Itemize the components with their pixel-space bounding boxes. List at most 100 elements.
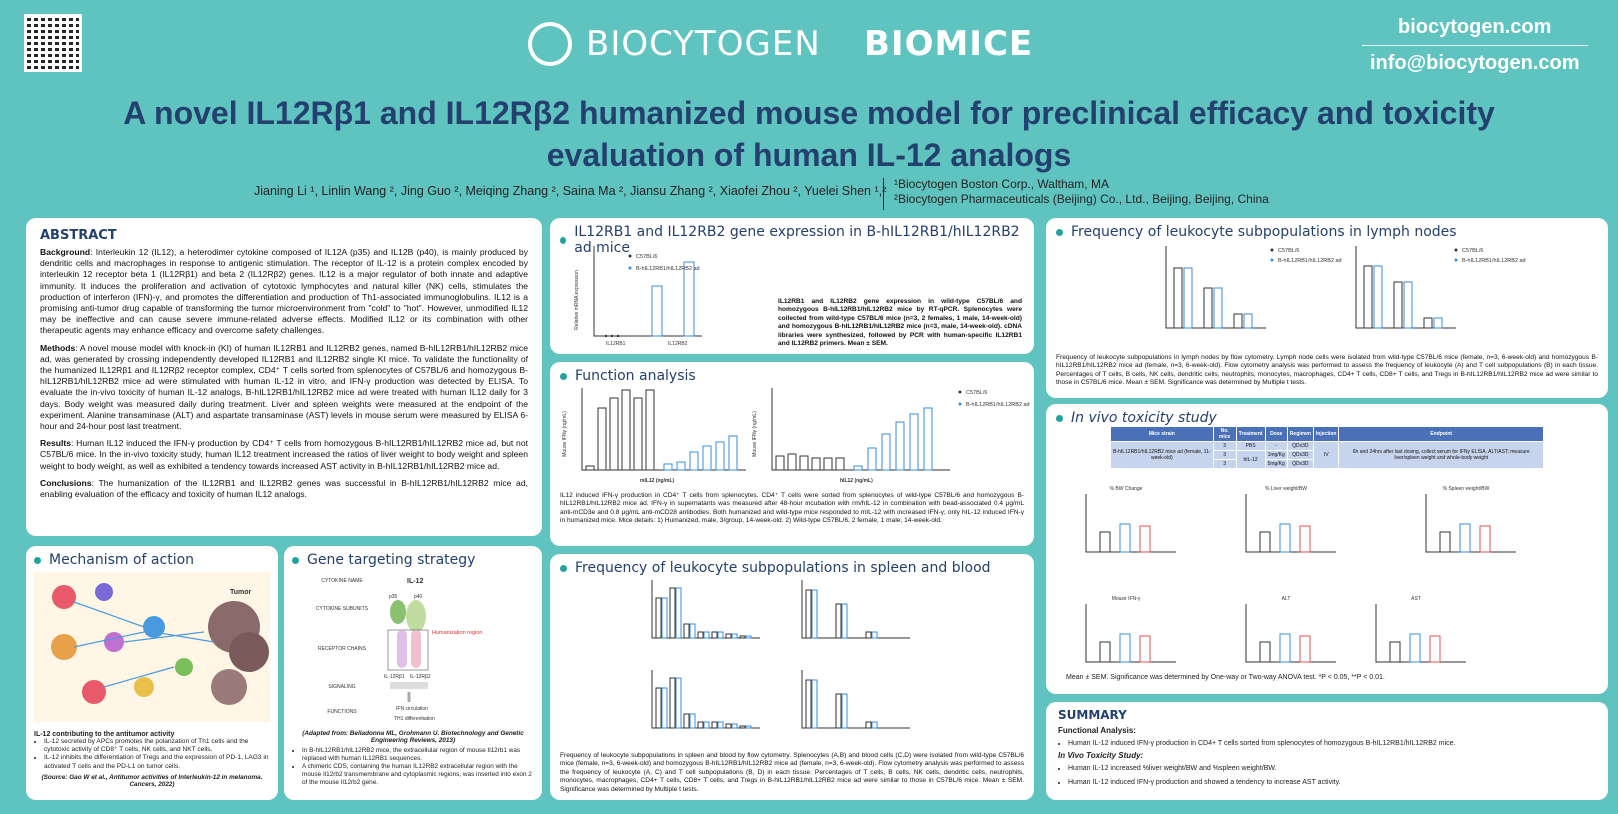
mechanism-diagram: Tumor	[34, 572, 270, 722]
function-bar	[823, 457, 833, 471]
svg-text:IL12RB1: IL12RB1	[606, 341, 626, 347]
svg-text:Humanization region: Humanization region	[432, 630, 482, 636]
svg-text:SIGNALING: SIGNALING	[328, 684, 355, 690]
spleen-blood-bar	[661, 597, 668, 639]
function-bar	[702, 445, 712, 471]
function-bar	[609, 397, 619, 471]
toxicity-bar	[1459, 523, 1471, 553]
svg-text:IL-12Rβ2: IL-12Rβ2	[410, 674, 431, 680]
spleen-blood-bar	[865, 721, 872, 729]
toxicity-bar	[1139, 525, 1151, 553]
svg-text:B-hIL12RB1/hIL12RB2 ad: B-hIL12RB1/hIL12RB2 ad	[1462, 258, 1526, 264]
poster-title: A novel IL12Rβ1 and IL12Rβ2 humanized mo…	[0, 92, 1618, 176]
svg-text:B-hIL12RB1/hIL12RB2 ad: B-hIL12RB1/hIL12RB2 ad	[636, 266, 700, 272]
toxicity-chart-title: % Spleen weight/BW	[1443, 486, 1490, 492]
gene-targeting-diagram: CYTOKINE NAME IL-12 CYTOKINE SUBUNITS p3…	[316, 578, 483, 722]
toxicity-bar	[1299, 635, 1311, 663]
abstract-results: Results: Human IL12 induced the IFN-γ pr…	[40, 438, 528, 471]
function-bar	[881, 433, 891, 471]
summary-functional-1: Human IL-12 induced IFN-γ production in …	[1068, 739, 1596, 748]
function-bar	[787, 453, 797, 471]
expression-description: IL12RB1 and IL12RB2 gene expression in w…	[778, 298, 1022, 348]
spleen-blood-panel: Frequency of leukocyte subpopulations in…	[550, 554, 1034, 800]
toxicity-panel: In vivo toxicity study Mice strain No. mi…	[1046, 404, 1608, 694]
toxicity-charts: % BW Change % Liver weight/BW % Spleen wei…	[1085, 486, 1516, 663]
expression-heading: IL12RB1 and IL12RB2 gene expression in B…	[560, 224, 1024, 256]
function-bar	[853, 465, 863, 471]
svg-text:Mouse IFNγ (ng/mL): Mouse IFNγ (ng/mL)	[562, 411, 568, 457]
gene-bullet-1: In B-hIL12RB1/hIL12RB2 mice, the extrace…	[302, 747, 534, 763]
toxicity-heading: In vivo toxicity study	[1056, 410, 1598, 426]
function-chart-mouse: Mouse IFNγ (ng/mL) mIL12 (ng/mL)	[562, 388, 746, 484]
lymph-bar	[1363, 265, 1373, 329]
function-bar	[689, 451, 699, 471]
spleen-blood-bar	[811, 679, 818, 729]
toxicity-bar	[1119, 523, 1131, 553]
toxicity-bar	[1099, 531, 1111, 553]
summary-panel: SUMMARY Functional Analysis: Human IL-12…	[1046, 702, 1608, 800]
lymph-bar	[1233, 313, 1243, 329]
function-panel: Function analysis Mouse IFNγ (ng/mL) mIL…	[550, 362, 1034, 546]
gene-adapted-source: (Adapted from: Belladonna ML, Grohmann U…	[302, 730, 524, 744]
qr-code	[24, 14, 82, 72]
toxicity-table: Mice strain No. mice Treatment Dose Regimen I…	[1110, 426, 1544, 469]
function-bar	[811, 457, 821, 471]
abstract-conclusions: Conclusions: The humanization of the IL1…	[40, 477, 528, 500]
svg-text:C57BL/6: C57BL/6	[636, 254, 657, 260]
toxicity-chart-title: ALT	[1282, 596, 1291, 602]
gene-bullets: In B-hIL12RB1/hIL12RB2 mice, the extrace…	[292, 747, 534, 787]
spleen-blood-heading: Frequency of leukocyte subpopulations in…	[560, 560, 1024, 576]
svg-text:CYTOKINE NAME: CYTOKINE NAME	[321, 578, 363, 584]
email-link[interactable]: info@biocytogen.com	[1370, 52, 1580, 74]
spleen-blood-description: Frequency of leukocyte subpopulations in…	[560, 752, 1024, 793]
spleen-blood-bar	[805, 589, 812, 639]
spleen-blood-bar	[835, 693, 842, 729]
lymph-bar	[1173, 267, 1183, 329]
lymph-bar	[1243, 313, 1253, 329]
svg-text:Relative mRNA expression: Relative mRNA expression	[574, 270, 580, 330]
svg-text:C57BL/6: C57BL/6	[1278, 248, 1299, 254]
spleen-blood-bar	[675, 587, 682, 639]
spleen-blood-bar	[689, 713, 696, 729]
function-bar	[728, 435, 738, 471]
spleen-blood-bar	[841, 693, 848, 729]
website-link[interactable]: biocytogen.com	[1398, 16, 1552, 38]
mechanism-caption: IL-12 contributing to the antitumor acti…	[34, 731, 175, 738]
gene-targeting-panel: Gene targeting strategy CYTOKINE NAME IL…	[284, 546, 542, 800]
svg-text:C57BL/6: C57BL/6	[1462, 248, 1483, 254]
spleen-blood-bar	[669, 677, 676, 729]
svg-text:p35: p35	[389, 594, 398, 600]
lymph-bar	[1393, 281, 1403, 329]
mechanism-bullets: IL-12 secreted by APCs promotes the pola…	[34, 738, 270, 771]
toxicity-bar	[1259, 641, 1271, 663]
spleen-blood-bar	[731, 633, 738, 639]
affiliation-1: ¹Biocytogen Boston Corp., Waltham, MA	[894, 177, 1109, 191]
abstract-methods: Methods: A novel mouse model with knock-…	[40, 342, 528, 432]
spleen-blood-bar	[725, 633, 732, 639]
function-description: IL12 induced IFN-γ production in CD4⁺ T …	[560, 492, 1024, 525]
toxicity-bar	[1409, 633, 1421, 663]
spleen-blood-bar	[711, 721, 718, 729]
spleen-blood-bar	[711, 631, 718, 639]
svg-text:FUNCTIONS: FUNCTIONS	[327, 709, 357, 715]
mechanism-bullet-1: IL-12 secreted by APCs promotes the pola…	[44, 738, 270, 754]
summary-invivo-label: In Vivo Toxicity Study:	[1058, 751, 1144, 760]
toxicity-bar	[1099, 641, 1111, 663]
spleen-blood-axis	[651, 580, 760, 639]
svg-text:hIL12 (ng/mL): hIL12 (ng/mL)	[840, 478, 873, 484]
spleen-blood-axis	[801, 670, 910, 729]
svg-text:IL12RB2: IL12RB2	[668, 341, 688, 347]
spleen-blood-axis	[651, 670, 760, 729]
spleen-blood-charts	[651, 580, 910, 729]
spleen-blood-bar	[669, 587, 676, 639]
spleen-blood-bar	[683, 713, 690, 729]
biomice-logo: BIOMICE	[864, 24, 1034, 64]
spleen-blood-bar	[697, 631, 704, 639]
function-bar	[597, 407, 607, 471]
lymph-charts: C57BL/6 B-hIL12RB1/hIL12RB2 ad C57BL/6 B…	[1165, 246, 1526, 329]
spleen-blood-bar	[739, 635, 746, 639]
function-bar	[676, 461, 686, 471]
toxicity-chart-title: Mouse IFN-γ	[1112, 596, 1141, 602]
function-bar	[799, 455, 809, 471]
svg-text:C57BL/6: C57BL/6	[966, 390, 987, 396]
